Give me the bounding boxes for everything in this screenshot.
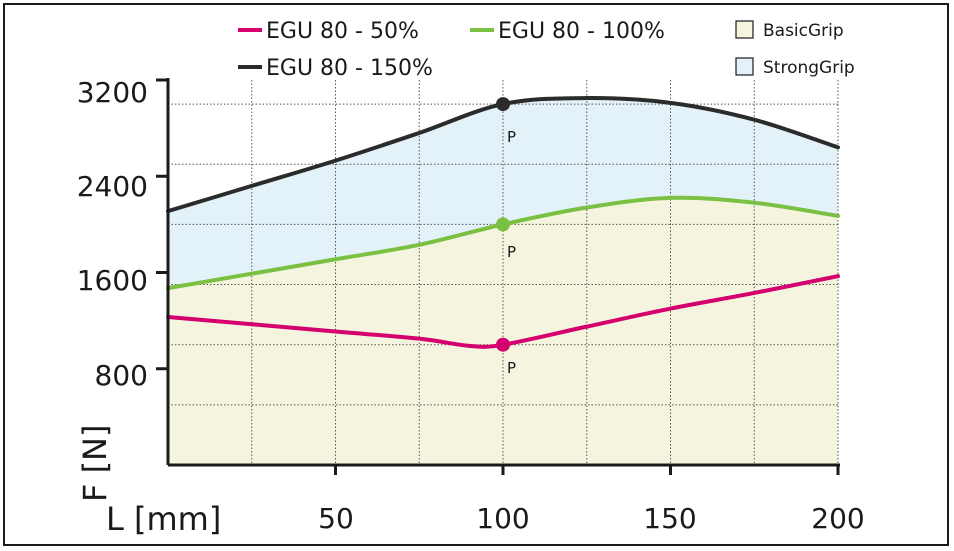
legend-label-stronggrip: StrongGrip bbox=[763, 58, 855, 78]
point-label-50: P bbox=[507, 359, 516, 377]
point-marker-100 bbox=[496, 217, 510, 232]
point-marker-150 bbox=[496, 97, 510, 112]
axes-layer bbox=[156, 78, 840, 475]
y-tick-label: 800 bbox=[95, 359, 148, 392]
x-tick-label: 150 bbox=[643, 502, 696, 535]
legend-label-basicgrip: BasicGrip bbox=[763, 21, 844, 41]
points-layer bbox=[496, 97, 510, 352]
legend-swatch-stronggrip bbox=[735, 57, 754, 76]
point-label-100: P bbox=[507, 243, 516, 261]
point-label-150: P bbox=[507, 128, 516, 146]
grid-layer bbox=[168, 80, 839, 465]
y-axis-title: F [N] bbox=[76, 425, 114, 502]
legend-swatch-basicgrip bbox=[735, 20, 754, 39]
basicgrip-area bbox=[168, 197, 838, 465]
y-tick-label: 1600 bbox=[77, 264, 148, 297]
legend-label-100: EGU 80 - 100% bbox=[498, 19, 665, 44]
y-tick-label: 2400 bbox=[77, 170, 148, 203]
x-tick-label: 200 bbox=[811, 502, 864, 535]
x-axis-title: L [mm] bbox=[106, 500, 221, 538]
y-tick-label: 3200 bbox=[77, 76, 148, 109]
x-tick-label: 50 bbox=[318, 502, 354, 535]
point-marker-50 bbox=[496, 337, 510, 352]
legend-label-150: EGU 80 - 150% bbox=[266, 56, 433, 81]
x-tick-label: 100 bbox=[476, 502, 529, 535]
legend-label-50: EGU 80 - 50% bbox=[266, 19, 419, 44]
